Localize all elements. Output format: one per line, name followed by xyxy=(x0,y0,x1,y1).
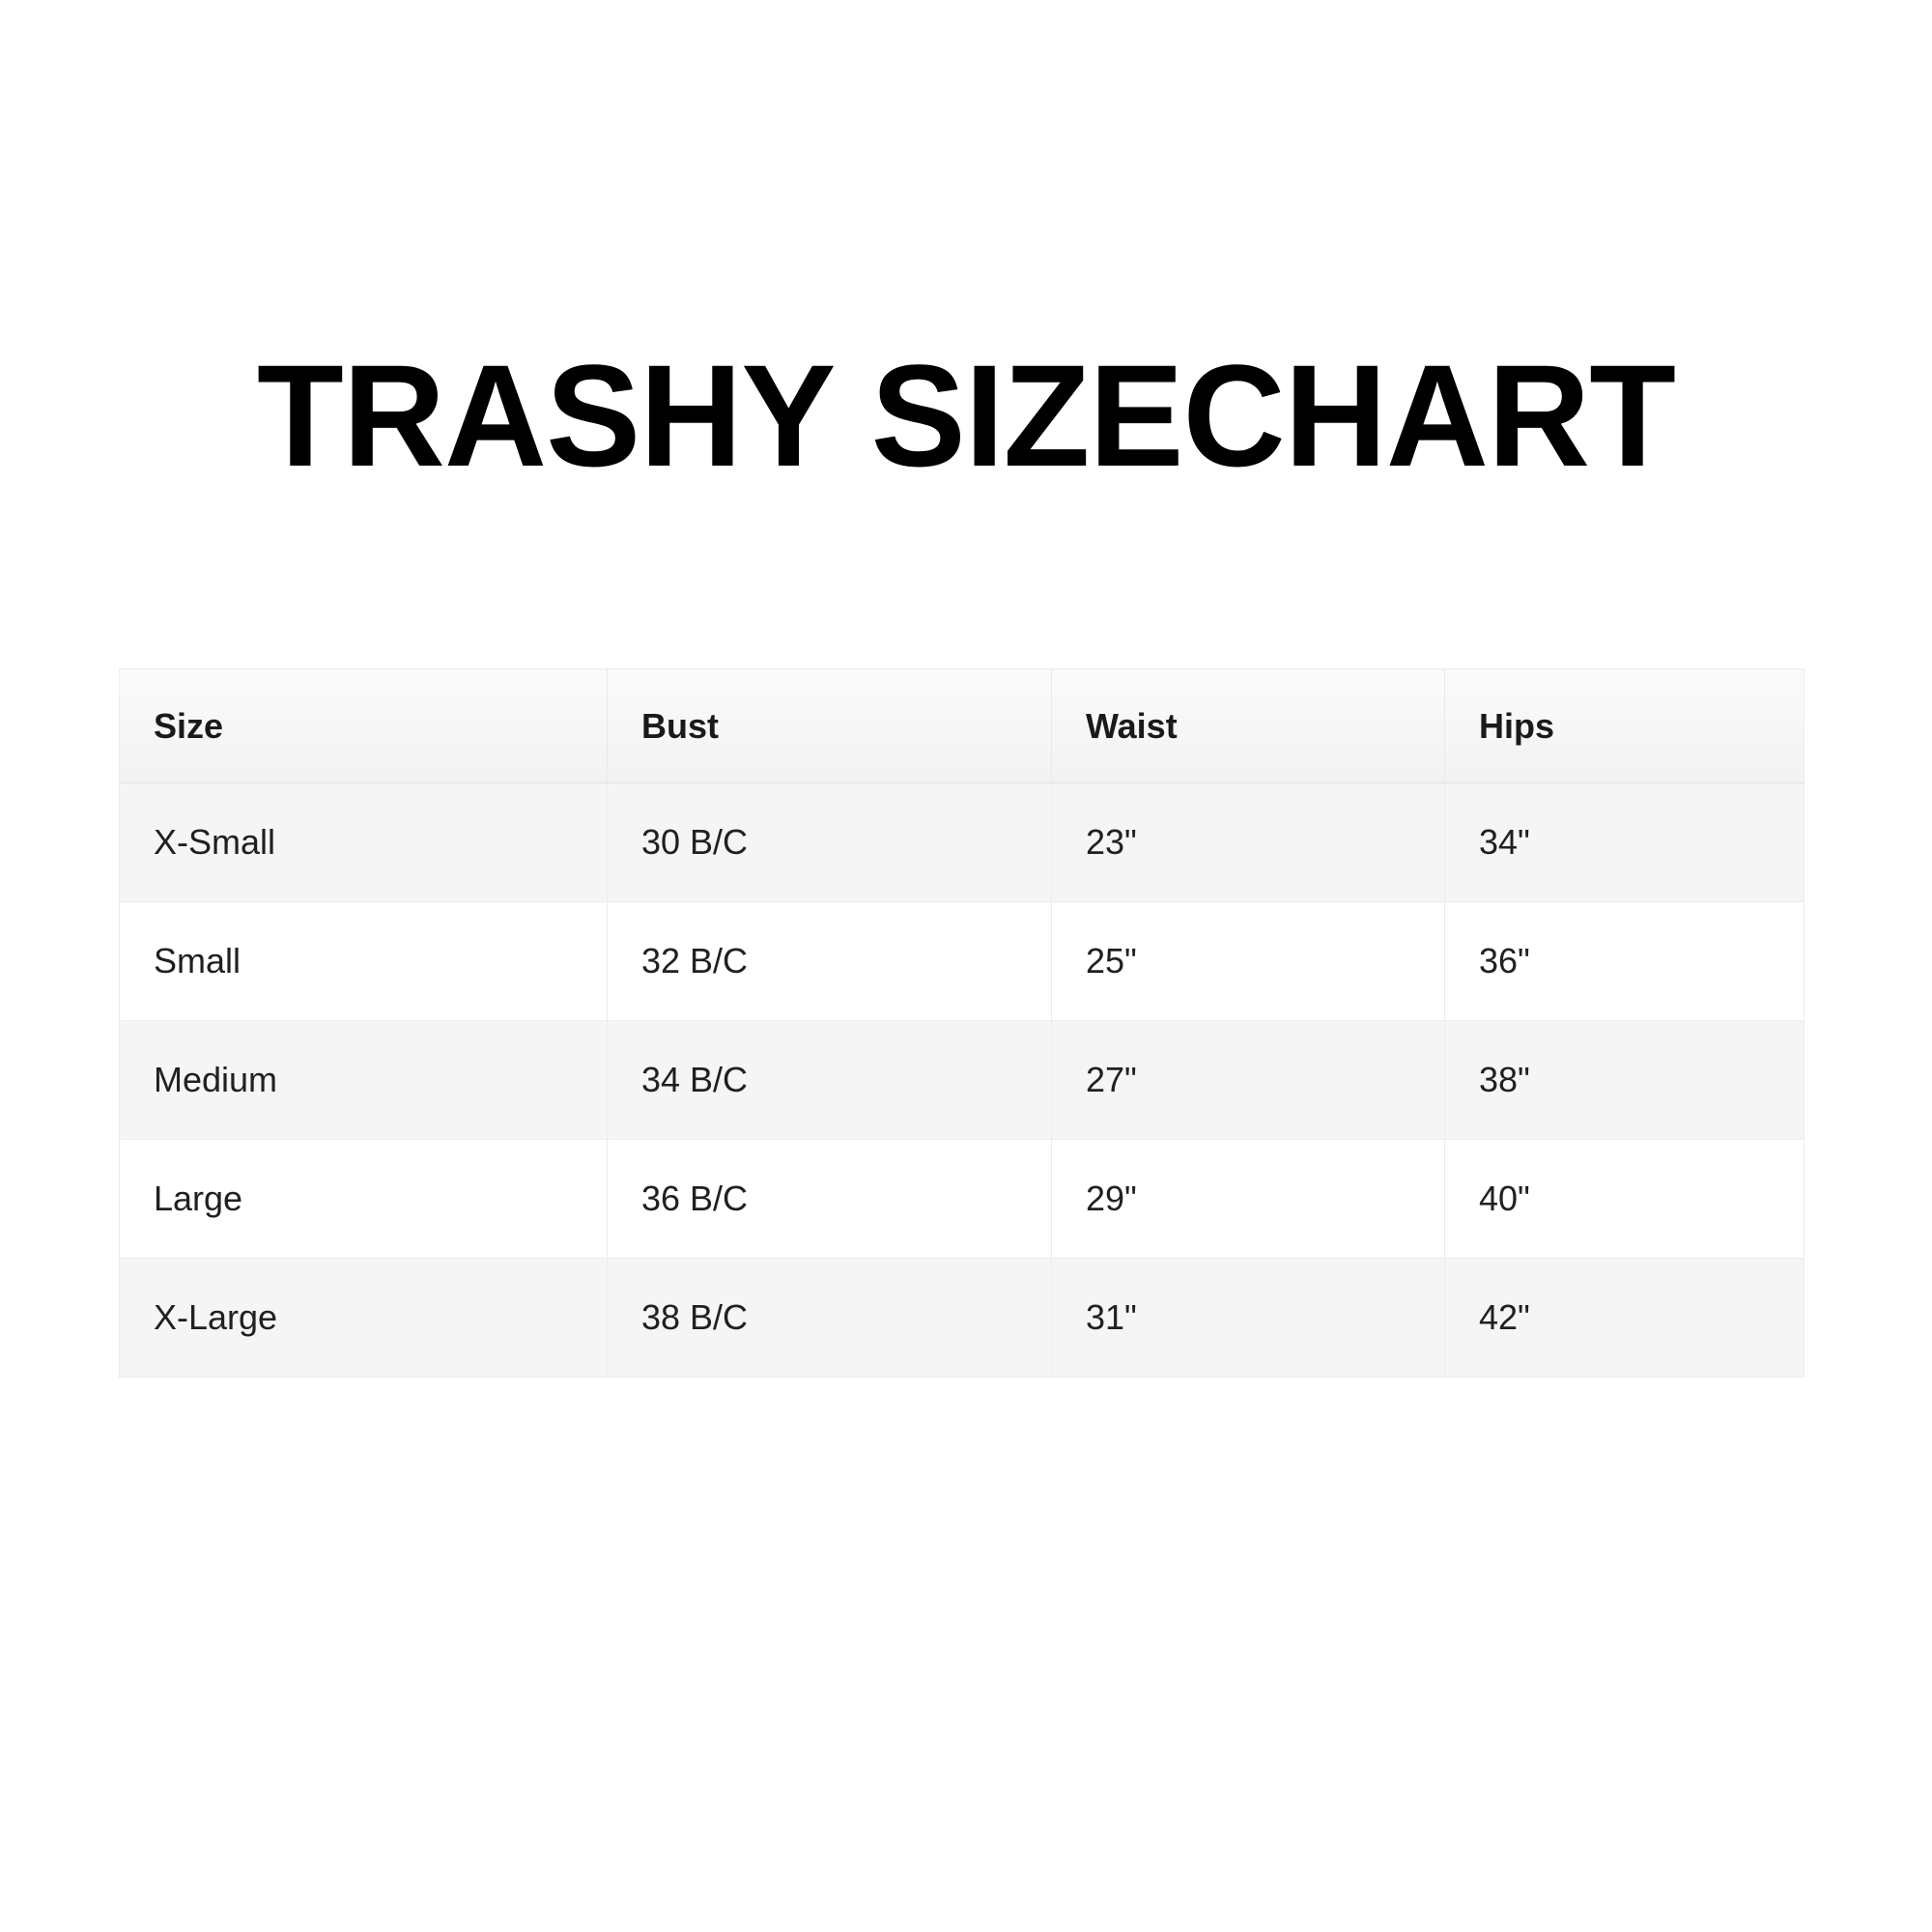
cell-size: Medium xyxy=(119,1020,608,1140)
cell-waist: 27" xyxy=(1051,1020,1445,1140)
size-chart-table: Size Bust Waist Hips X-Small 30 B/C 23" … xyxy=(119,668,1804,1378)
column-header-size: Size xyxy=(119,668,608,783)
column-header-bust: Bust xyxy=(607,668,1052,783)
column-header-waist: Waist xyxy=(1051,668,1445,783)
cell-hips: 38" xyxy=(1444,1020,1804,1140)
page-title: TRASHY SIZECHART xyxy=(256,334,1676,497)
table-row: X-Large 38 B/C 31" 42" xyxy=(119,1258,1804,1378)
table-row: Medium 34 B/C 27" 38" xyxy=(119,1020,1804,1140)
cell-hips: 42" xyxy=(1444,1258,1804,1378)
column-header-hips: Hips xyxy=(1444,668,1804,783)
table-row: Small 32 B/C 25" 36" xyxy=(119,901,1804,1021)
size-chart-container: Size Bust Waist Hips X-Small 30 B/C 23" … xyxy=(119,668,1804,1378)
cell-bust: 38 B/C xyxy=(607,1258,1052,1378)
cell-waist: 25" xyxy=(1051,901,1445,1021)
cell-size: X-Large xyxy=(119,1258,608,1378)
cell-waist: 31" xyxy=(1051,1258,1445,1378)
table-header-row: Size Bust Waist Hips xyxy=(119,668,1804,783)
cell-hips: 40" xyxy=(1444,1139,1804,1259)
cell-hips: 34" xyxy=(1444,782,1804,902)
table-row: Large 36 B/C 29" 40" xyxy=(119,1139,1804,1259)
cell-waist: 23" xyxy=(1051,782,1445,902)
size-chart-body: X-Small 30 B/C 23" 34" Small 32 B/C 25" … xyxy=(119,782,1804,1378)
table-row: X-Small 30 B/C 23" 34" xyxy=(119,782,1804,902)
size-chart-header: Size Bust Waist Hips xyxy=(119,668,1804,783)
cell-bust: 32 B/C xyxy=(607,901,1052,1021)
cell-waist: 29" xyxy=(1051,1139,1445,1259)
cell-size: Large xyxy=(119,1139,608,1259)
cell-bust: 34 B/C xyxy=(607,1020,1052,1140)
cell-hips: 36" xyxy=(1444,901,1804,1021)
cell-bust: 36 B/C xyxy=(607,1139,1052,1259)
cell-bust: 30 B/C xyxy=(607,782,1052,902)
cell-size: X-Small xyxy=(119,782,608,902)
cell-size: Small xyxy=(119,901,608,1021)
